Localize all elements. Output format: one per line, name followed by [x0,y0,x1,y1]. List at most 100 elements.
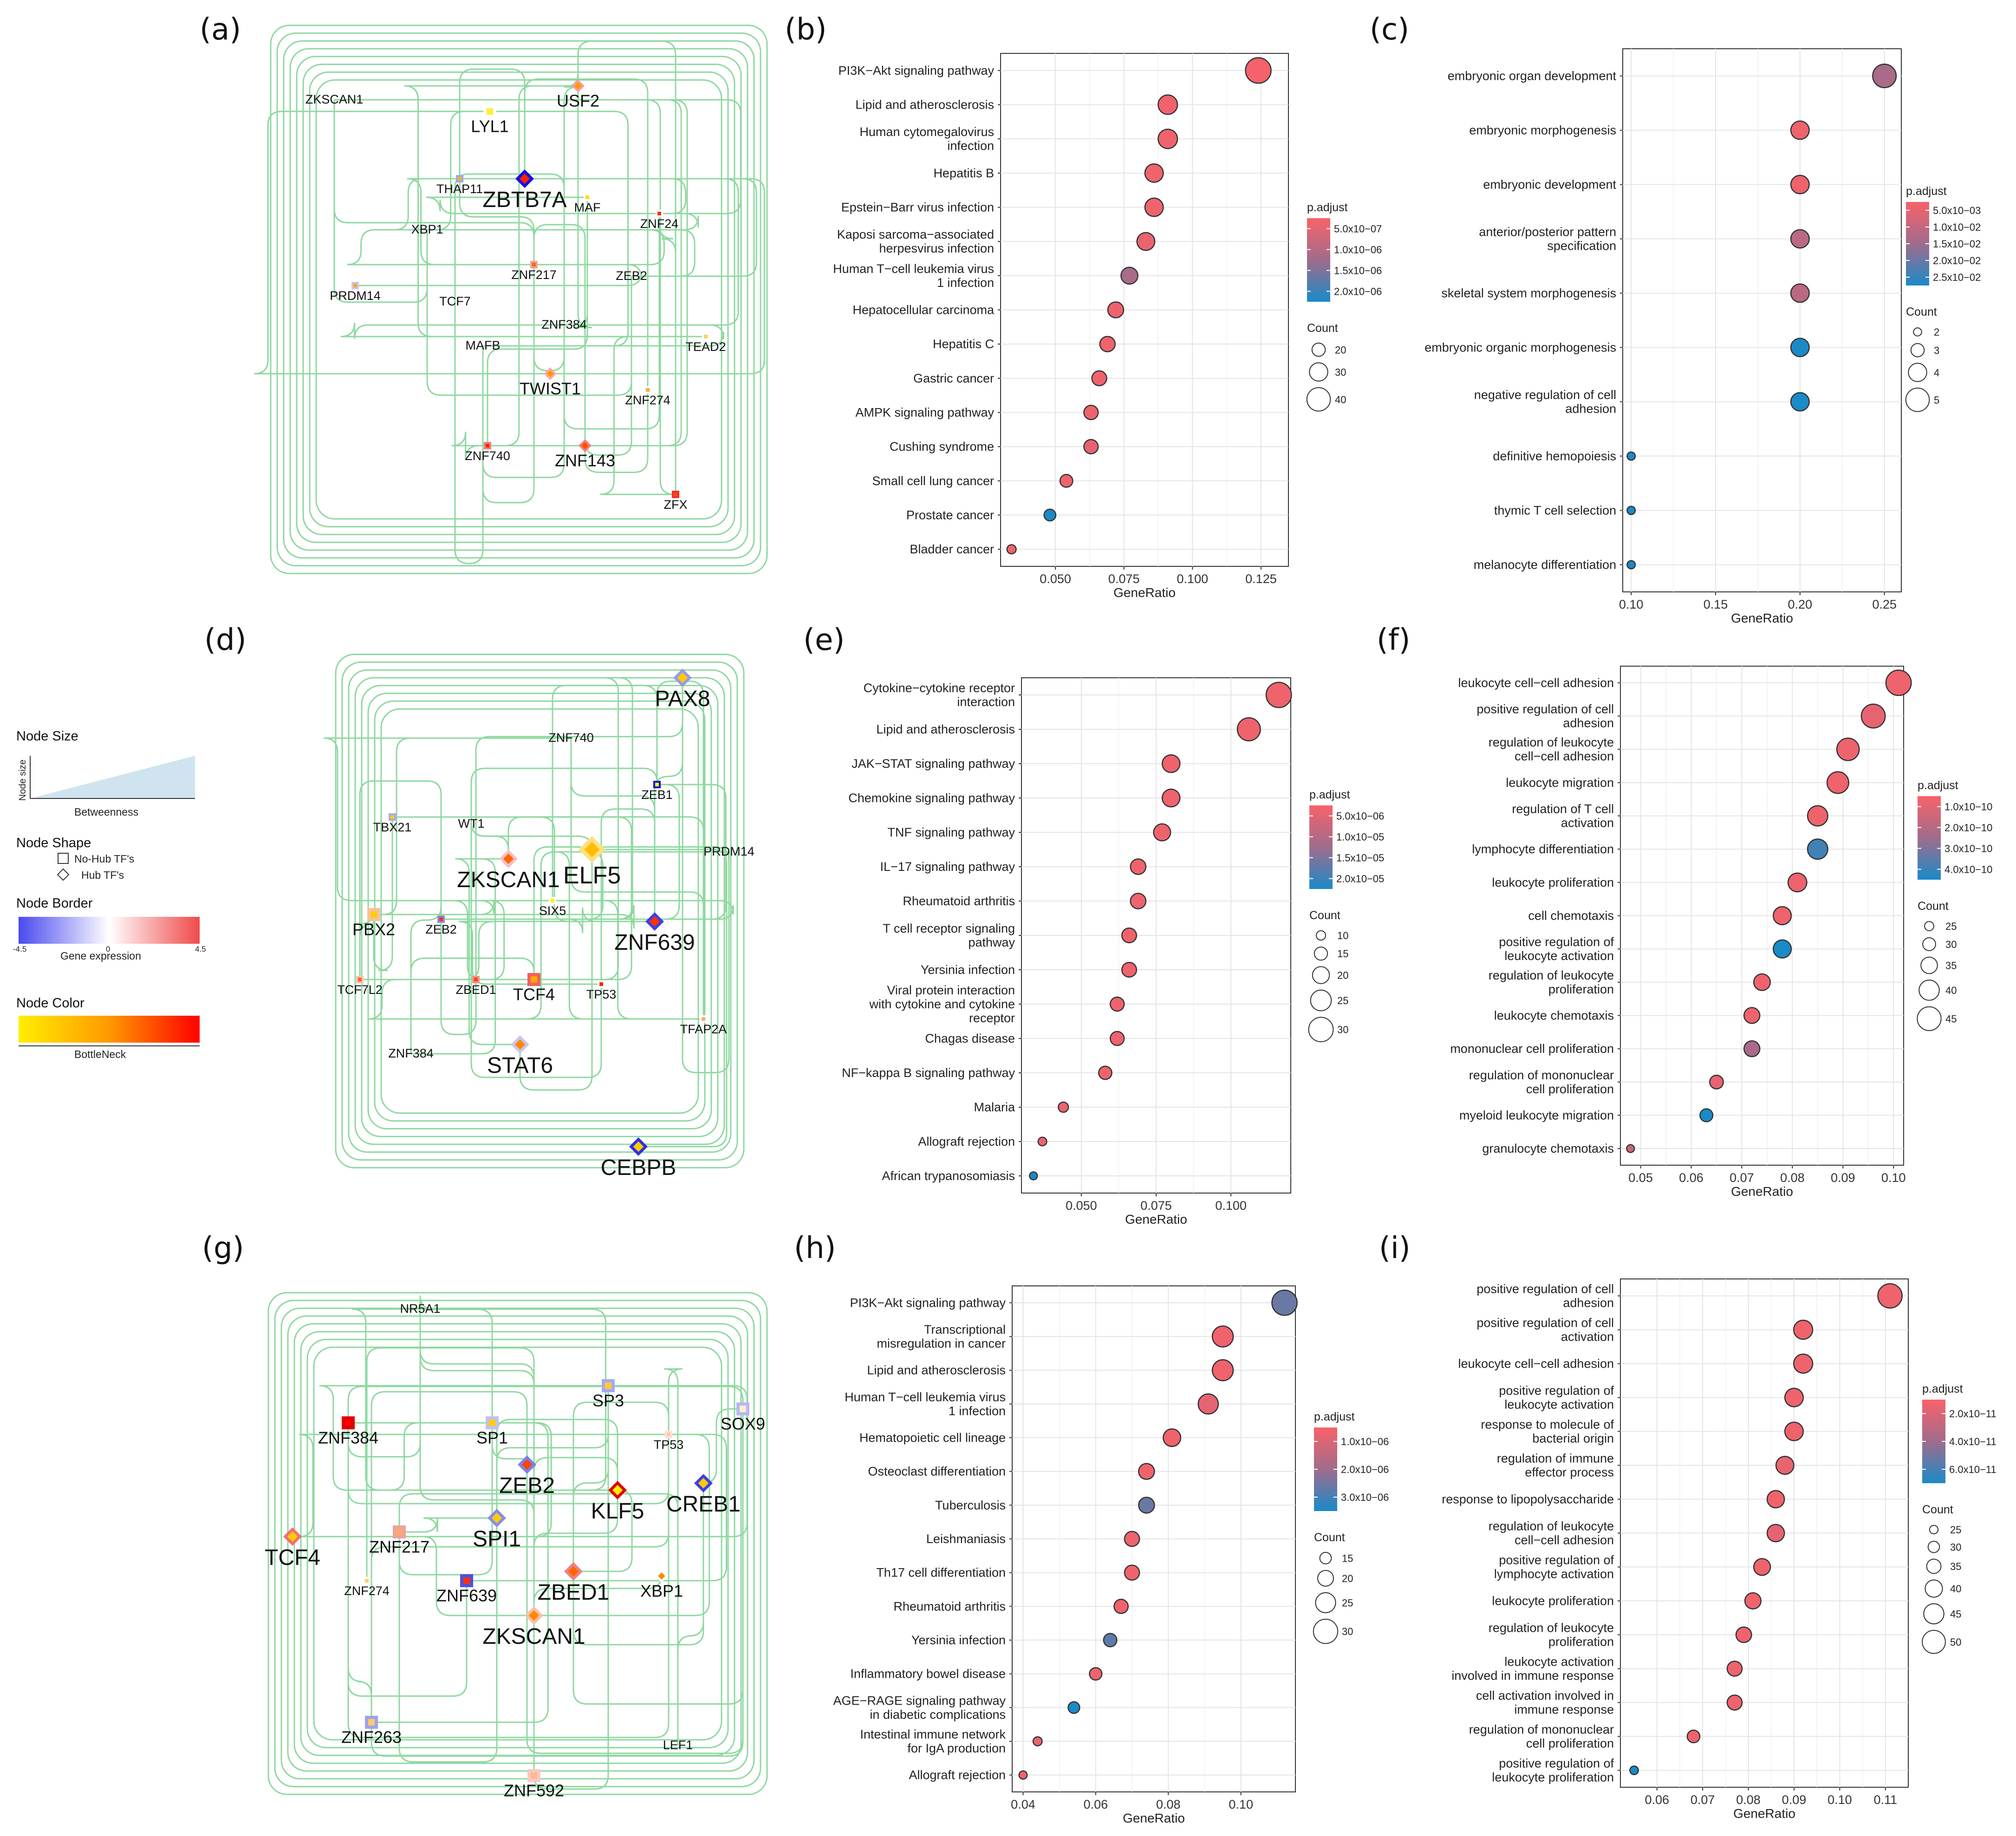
node-square-icon [655,783,659,786]
panel-label-f: (f) [1377,623,1410,657]
network-edge [347,1423,670,1739]
category-label-line: Viral protein interaction [887,983,1015,997]
category-label-line: pathway [968,935,1015,949]
network-edge [533,224,586,446]
network-edge [394,178,460,231]
node-diamond-icon [491,1512,502,1524]
point [1784,1421,1804,1441]
count-legend-circle [1309,362,1328,382]
x-tick-label: 0.05 [1628,1171,1653,1185]
category-label: skeletal system morphogenesis [1441,286,1616,300]
edges [267,1292,768,1795]
point [1211,1359,1234,1382]
category-label-line: cell proliferation [1526,1737,1614,1751]
category-label-line: Intestinal immune network [860,1727,1006,1741]
node-label: ZNF217 [369,1538,429,1557]
network-edge [355,264,642,286]
category-label: Chagas disease [925,1032,1015,1045]
node-label: TCF7L2 [337,983,383,997]
point [1083,404,1099,421]
node-label: ZNF263 [341,1728,402,1747]
node-label: STAT6 [487,1053,553,1078]
network-edge [455,858,520,1045]
network-edge [427,110,490,231]
category-label: regulation of mononuclear cell proliferat… [1469,1068,1614,1096]
category-label-line: leukocyte proliferation [1492,1771,1614,1784]
network-edge [374,905,635,929]
network-edge [572,1483,704,1646]
p-adjust-colorbar [1922,1400,1945,1483]
node-square-icon [463,1577,470,1584]
category-label-line: TNF signaling pathway [887,825,1015,839]
network-edge [319,1385,618,1491]
category-label-line: response to molecule of [1481,1418,1614,1432]
category-label: positive regulation of cell adhesion [1476,1282,1614,1310]
node-square-icon [371,911,377,918]
count-legend-label: 15 [1337,948,1348,960]
category-label-line: herpesvirus infection [879,241,994,255]
network-edge [348,1422,549,1723]
network-edge [333,100,535,265]
count-legend-circle [1306,387,1331,412]
category-label-line: proliferation [1548,1635,1614,1649]
network-edge [293,1536,534,1616]
point [1836,737,1860,761]
network-edge [483,110,629,347]
node-label: TP53 [586,987,617,1001]
x-tick-label: 0.125 [1245,572,1277,586]
category-label-line: positive regulation of cell [1476,1316,1614,1330]
category-label-line: Allograft rejection [909,1768,1006,1782]
node-square-icon [531,1772,537,1779]
node-label: PBX2 [352,920,395,939]
x-tick-label: 0.06 [1679,1171,1704,1185]
category-label: regulation of immune effector process [1497,1452,1614,1479]
category-label-line: Human T−cell leukemia virus [845,1390,1006,1404]
node-label: ZBED1 [455,983,496,997]
point [1107,301,1125,318]
network-edge [293,1434,669,1538]
network-edge [427,229,665,266]
x-tick-label: 0.09 [1782,1793,1807,1807]
category-label: Rheumatoid arthritis [893,1599,1006,1613]
point [1197,1393,1219,1415]
category-label: JAK−STAT signaling pathway [852,757,1015,771]
p-adjust-label: 2.0x10−06 [1334,286,1382,298]
node-diamond-icon [658,1572,665,1580]
node-square-icon [585,195,589,199]
p-adjust-label: 5.0x10−03 [1933,205,1981,216]
node-diamond-icon [568,1566,579,1577]
category-label-line: lymphocyte differentiation [1472,842,1614,856]
node-square-icon [551,899,554,902]
p-adjust-colorbar [1314,1427,1337,1511]
count-legend-circle [1922,937,1936,951]
category-label: positive regulation of cell adhesion [1476,702,1614,730]
hub-diamond-icon [57,868,70,881]
category-label-line: Human T−cell leukemia virus [833,262,994,276]
network-edge-loop [302,64,735,535]
node-label: MAF [574,201,601,214]
network-edge [334,99,676,495]
point [1766,1490,1785,1509]
category-label: Rheumatoid arthritis [903,894,1015,908]
x-tick-label: 0.10 [1881,1171,1906,1185]
category-label: Allograft rejection [909,1768,1006,1782]
category-label: leukocyte cell−cell adhesion [1458,1357,1614,1371]
network-edge [334,99,682,447]
node-label: ZBED1 [538,1580,610,1605]
count-legend-label: 40 [1335,394,1346,405]
category-label-line: adhesion [1565,402,1616,416]
point [1271,1290,1298,1316]
network-edge [374,737,571,915]
node-label: MAFB [465,338,500,352]
category-label: Cytokine−cytokine receptor interaction [864,681,1015,709]
network-edge [470,767,658,824]
network-edge [454,302,484,564]
count-legend-circle [1927,1541,1940,1553]
node-label: KLF5 [591,1499,644,1524]
node-square-icon [667,1433,670,1436]
node-diamond-icon [546,370,554,377]
point [1067,1701,1080,1714]
node-label: XBP1 [411,222,443,236]
network-edge [398,1493,679,1745]
p-adjust-label: 2.0x10−05 [1336,873,1384,885]
